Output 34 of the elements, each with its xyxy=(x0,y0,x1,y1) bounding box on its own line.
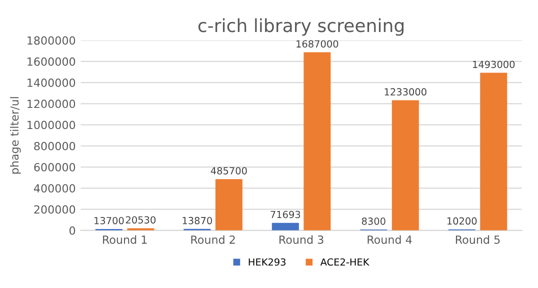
bar xyxy=(215,179,242,230)
y-tick-label: 1400000 xyxy=(28,78,76,87)
data-label: 8300 xyxy=(362,218,386,225)
y-axis-title: phage tilter/ul xyxy=(10,97,21,174)
x-tick-label: Round 5 xyxy=(456,235,500,244)
data-label: 13870 xyxy=(182,216,212,224)
y-tick-label: 1200000 xyxy=(28,100,76,108)
x-tick-label: Round 4 xyxy=(368,235,412,244)
x-tick-label: Round 2 xyxy=(191,235,235,244)
y-tick-label: 1800000 xyxy=(28,36,76,45)
x-tick-label: Round 3 xyxy=(279,235,324,244)
data-label: 13700 xyxy=(94,216,124,224)
legend-label: HEK293 xyxy=(248,258,286,266)
y-tick-label: 1000000 xyxy=(28,120,76,130)
data-label: 1493000 xyxy=(473,60,515,68)
y-tick-label: 800000 xyxy=(34,142,76,150)
y-tick-label: 600000 xyxy=(34,163,76,172)
legend-label: ACE2-HEK xyxy=(320,258,370,266)
data-label: 1687000 xyxy=(296,40,338,48)
data-label: 1233000 xyxy=(384,88,426,96)
data-label: 10200 xyxy=(447,217,477,225)
y-tick-label: 0 xyxy=(70,226,76,235)
y-tick-label: 400000 xyxy=(34,184,76,193)
x-tick-label: Round 1 xyxy=(103,235,147,244)
bar xyxy=(392,100,419,230)
y-tick-label: 200000 xyxy=(34,205,76,214)
chart-title: c-rich library screening xyxy=(198,18,404,36)
data-label: 71693 xyxy=(270,210,300,218)
bar xyxy=(272,222,299,230)
y-tick-label: 1600000 xyxy=(28,57,76,66)
bar xyxy=(480,72,508,230)
data-label: 20530 xyxy=(126,216,156,224)
bar xyxy=(304,52,331,230)
data-label: 485700 xyxy=(210,167,247,174)
